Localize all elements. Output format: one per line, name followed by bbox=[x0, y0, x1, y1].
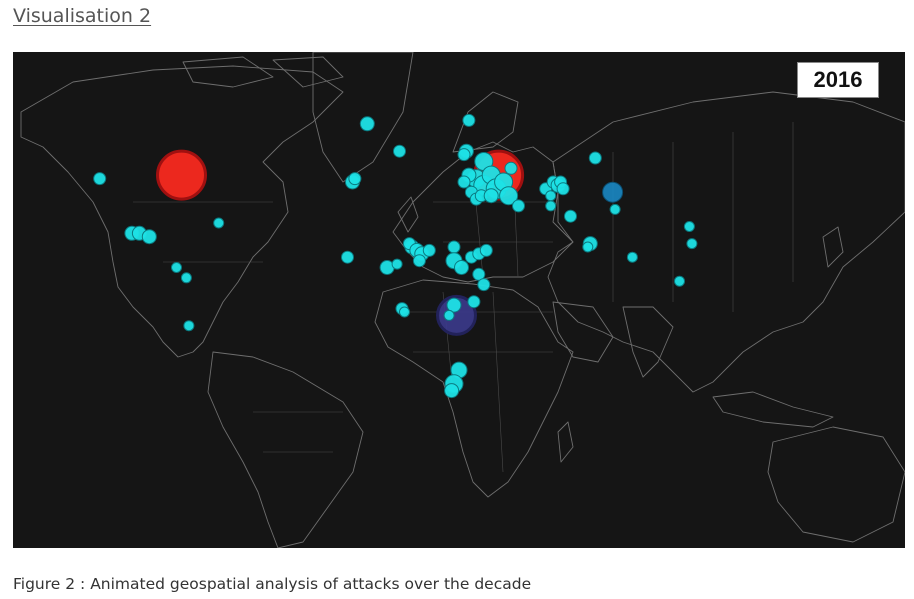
australia-outline bbox=[767, 426, 905, 543]
attack-marker[interactable] bbox=[443, 309, 455, 321]
attack-marker[interactable] bbox=[444, 383, 460, 399]
attack-marker[interactable] bbox=[499, 186, 519, 206]
attack-marker[interactable] bbox=[683, 221, 695, 232]
asia-outline bbox=[547, 91, 905, 393]
attack-marker[interactable] bbox=[171, 262, 182, 273]
attack-marker[interactable] bbox=[479, 243, 493, 257]
attack-marker[interactable] bbox=[674, 275, 685, 287]
world-map-canvas bbox=[20, 52, 905, 548]
attack-marker[interactable] bbox=[588, 151, 602, 165]
india-outline bbox=[622, 306, 674, 378]
attack-marker[interactable] bbox=[626, 251, 638, 263]
attack-marker-central-asia[interactable] bbox=[602, 181, 624, 203]
attack-marker[interactable] bbox=[348, 172, 362, 186]
attack-marker[interactable] bbox=[686, 238, 698, 250]
attack-marker[interactable] bbox=[472, 267, 486, 281]
attack-marker[interactable] bbox=[504, 161, 518, 175]
attack-marker[interactable] bbox=[457, 175, 471, 189]
indonesia-outline bbox=[712, 391, 834, 428]
attack-marker[interactable] bbox=[483, 188, 499, 204]
attack-marker[interactable] bbox=[582, 241, 594, 253]
page-heading: Visualisation 2 bbox=[13, 5, 152, 27]
attack-marker[interactable] bbox=[446, 297, 462, 313]
attack-marker-north-america-large[interactable] bbox=[156, 149, 207, 201]
british-isles-outline bbox=[397, 196, 419, 233]
attack-marker[interactable] bbox=[399, 306, 410, 318]
africa-outline bbox=[374, 279, 574, 498]
attack-marker[interactable] bbox=[213, 217, 225, 229]
scandinavia-outline bbox=[452, 91, 519, 153]
attack-marker[interactable] bbox=[183, 320, 195, 332]
arabian-peninsula-outline bbox=[552, 301, 614, 363]
attack-marker[interactable] bbox=[341, 250, 354, 264]
year-indicator: 2016 bbox=[797, 62, 879, 98]
attack-marker[interactable] bbox=[391, 258, 403, 270]
japan-outline bbox=[822, 226, 844, 268]
attack-marker[interactable] bbox=[422, 243, 436, 257]
attack-marker[interactable] bbox=[512, 199, 525, 213]
attack-marker[interactable] bbox=[141, 229, 157, 245]
attack-marker[interactable] bbox=[393, 144, 406, 158]
greenland-outline bbox=[312, 52, 414, 183]
north-america-outline bbox=[20, 65, 344, 358]
attack-marker[interactable] bbox=[447, 240, 461, 254]
attack-marker[interactable] bbox=[457, 148, 471, 162]
country-borders bbox=[133, 122, 794, 473]
attack-marker[interactable] bbox=[359, 116, 375, 132]
figure-caption: Figure 2 : Animated geospatial analysis … bbox=[13, 575, 532, 593]
attack-marker[interactable] bbox=[564, 209, 577, 223]
attack-marker[interactable] bbox=[93, 172, 107, 186]
canada-arctic-islands bbox=[182, 56, 344, 88]
attack-marker[interactable] bbox=[467, 295, 481, 309]
world-map[interactable]: 2016 bbox=[13, 52, 905, 548]
attack-marker[interactable] bbox=[412, 254, 426, 268]
madagascar-outline bbox=[557, 421, 574, 463]
attack-marker[interactable] bbox=[609, 203, 621, 215]
attack-markers bbox=[93, 113, 698, 399]
attack-marker[interactable] bbox=[180, 272, 192, 284]
attack-marker[interactable] bbox=[545, 200, 557, 212]
attack-marker[interactable] bbox=[462, 113, 476, 127]
attack-marker[interactable] bbox=[556, 182, 570, 196]
attack-marker[interactable] bbox=[545, 190, 557, 202]
attack-marker[interactable] bbox=[454, 260, 469, 275]
south-america-outline bbox=[207, 351, 364, 548]
attack-marker[interactable] bbox=[477, 278, 491, 292]
